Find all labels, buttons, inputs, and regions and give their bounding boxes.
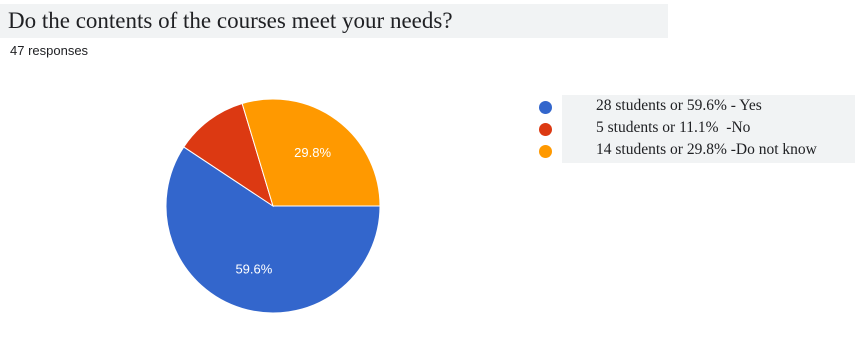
legend-swatch-yes xyxy=(539,101,552,114)
response-count: 47 responses xyxy=(10,43,89,58)
question-title: Do the contents of the courses meet your… xyxy=(8,8,453,33)
slice-yes xyxy=(165,146,381,314)
slice-no xyxy=(183,102,274,208)
legend-label-dont-know: 14 students or 29.8% -Do not know xyxy=(596,141,817,158)
slice-dont-know xyxy=(241,98,381,207)
legend-swatch-dont-know xyxy=(539,145,552,158)
pie-chart: 59.6% 29.8% xyxy=(165,98,381,314)
title-band xyxy=(0,4,668,38)
legend-label-no: 5 students or 11.1% -No xyxy=(596,119,751,136)
legend-label-yes: 28 students or 59.6% - Yes xyxy=(596,97,762,114)
legend-swatch-no xyxy=(539,123,552,136)
slice-label-yes: 59.6% xyxy=(235,262,272,277)
legend-band xyxy=(562,95,855,163)
slice-label-dont-know: 29.8% xyxy=(294,145,331,160)
